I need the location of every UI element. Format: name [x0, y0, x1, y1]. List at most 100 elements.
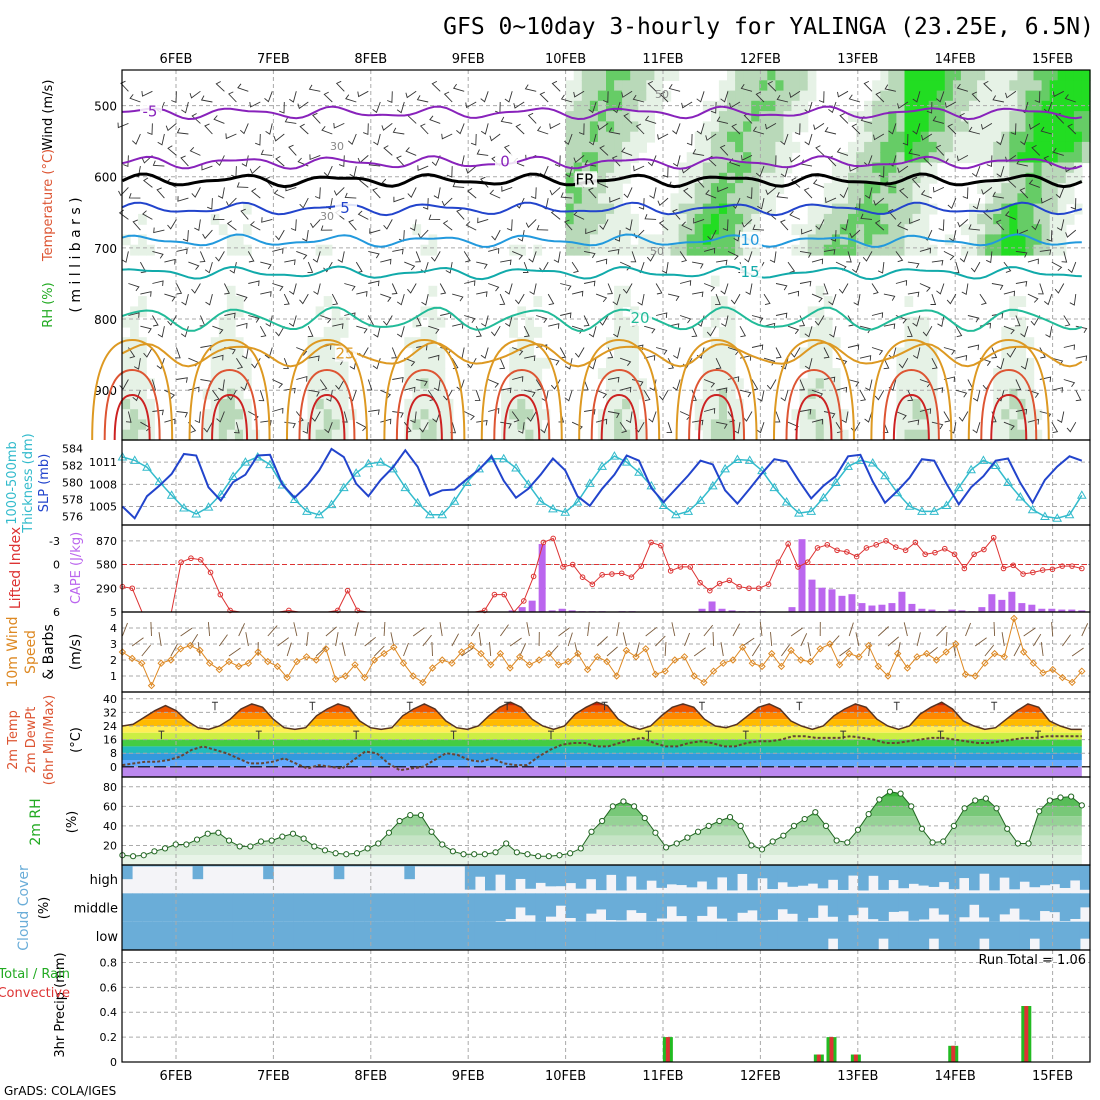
wind-barb — [897, 221, 909, 231]
rh-cell — [315, 409, 325, 421]
rh-cell — [1025, 100, 1035, 112]
temperature-contour-label: 10 — [740, 231, 759, 249]
lifted-index-point — [1020, 571, 1026, 577]
wind-barb — [326, 390, 333, 402]
wind-barb — [307, 326, 314, 338]
wind-barb — [839, 647, 852, 657]
rh-cell — [630, 90, 639, 102]
rh-cell — [791, 244, 801, 256]
lifted-index-point — [932, 549, 938, 556]
lifted-index-point — [755, 585, 762, 592]
cape-bar — [718, 608, 726, 612]
cloud-bar-high — [948, 865, 960, 890]
wind-barb — [672, 379, 681, 391]
lifted-index-point — [863, 545, 870, 551]
rh-cell — [1049, 183, 1059, 194]
rh-cell — [589, 80, 599, 92]
lifted-index-point — [579, 574, 586, 581]
rh-cell — [686, 172, 696, 184]
cloud-bar-low — [595, 921, 607, 950]
rh-cell — [775, 80, 785, 92]
rh-cell — [710, 121, 720, 133]
thickness-point — [203, 502, 214, 511]
rh-cell — [799, 111, 809, 122]
rh-cell — [565, 152, 575, 164]
wind-barb — [804, 133, 813, 146]
minmax-marker — [1034, 730, 1041, 740]
rh-cell — [831, 419, 841, 431]
thickness-point — [572, 497, 583, 506]
rh-cell — [597, 368, 607, 379]
rh-cell — [856, 172, 865, 184]
rh-cell — [807, 337, 817, 349]
rh-cell — [533, 296, 543, 307]
rh-cell — [622, 70, 631, 81]
wind-barb — [152, 409, 164, 416]
wind-barb — [480, 91, 489, 103]
cloud-bar-high — [1039, 865, 1051, 886]
cape-bar — [808, 579, 816, 612]
rh-point — [172, 841, 179, 848]
wind-barb — [583, 379, 589, 391]
lifted-index-point — [736, 583, 742, 590]
rh-cell — [581, 152, 591, 164]
rh-cell — [896, 419, 906, 431]
rh-cell — [315, 419, 325, 431]
rh-cell — [686, 213, 696, 225]
bottom-date-axis: 6FEB 7FEB 8FEB 9FEB 10FEB 11FEB 12FEB 13FEB 14FE… — [160, 1069, 1074, 1084]
rh-cell — [1025, 183, 1035, 194]
wind-barb — [836, 147, 849, 156]
temp-line — [122, 701, 1082, 731]
wind-barb — [429, 115, 441, 124]
rh-cell — [823, 326, 833, 338]
wind-barb — [260, 291, 272, 297]
rh-cell — [920, 224, 930, 236]
wind-barb — [658, 389, 669, 401]
wind-barb — [548, 323, 560, 329]
wind-speed-point — [942, 648, 950, 656]
cape-bar — [1018, 603, 1026, 612]
wind-barb — [633, 165, 645, 172]
rh-cell — [420, 398, 430, 410]
wind-barb — [540, 422, 549, 434]
wind-speed-point — [196, 646, 204, 655]
thickness-point — [265, 459, 275, 469]
rh-point — [1025, 840, 1032, 847]
rh-cell — [856, 183, 865, 194]
wind-barb — [509, 637, 522, 647]
cloud-bar-middle — [152, 893, 163, 922]
wind-barb — [1013, 643, 1022, 657]
cloud-bar-middle — [989, 893, 1000, 922]
cloud-bar-low — [283, 921, 294, 950]
rh-cell — [1009, 131, 1018, 143]
rh-cell — [323, 244, 333, 256]
rh-cell — [823, 234, 833, 246]
rh-cell — [226, 409, 236, 421]
wind-barb — [970, 261, 981, 273]
rh-cell — [315, 388, 325, 400]
rh-tick-label: 80 — [103, 781, 117, 794]
rh-cell — [1017, 203, 1027, 215]
wind-barb — [153, 227, 165, 234]
thickness-point — [597, 461, 607, 470]
cloud-bar-high — [716, 865, 728, 878]
wind-barb — [332, 323, 344, 329]
wind-barb — [804, 358, 813, 370]
wind-barb — [335, 80, 345, 92]
wind-barb — [787, 261, 796, 273]
rh-cell — [807, 70, 817, 81]
rh-cell — [589, 203, 599, 215]
wind-barb — [774, 411, 781, 423]
wind-barb — [392, 127, 405, 135]
rh-cell — [581, 100, 591, 112]
wind-barb — [1034, 91, 1041, 103]
wind-barb — [943, 250, 955, 261]
rh-cell — [412, 378, 422, 390]
wind-barb — [560, 283, 572, 291]
wind-barb — [864, 411, 873, 423]
wind-barb — [849, 229, 861, 239]
temp-tick-label: 16 — [103, 734, 117, 747]
rh-cell — [920, 316, 930, 328]
wind-barb — [199, 251, 206, 263]
